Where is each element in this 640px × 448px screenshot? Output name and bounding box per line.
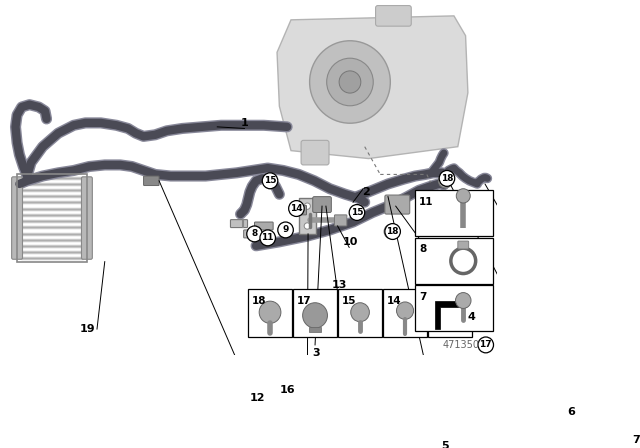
Circle shape [351, 303, 369, 322]
Text: 12: 12 [250, 393, 266, 403]
Text: 6: 6 [567, 407, 575, 417]
FancyBboxPatch shape [12, 177, 22, 259]
FancyBboxPatch shape [313, 197, 332, 212]
Text: 8: 8 [252, 229, 258, 238]
Circle shape [339, 71, 361, 93]
Text: 15: 15 [351, 208, 363, 217]
Circle shape [247, 226, 262, 242]
Text: 19: 19 [80, 324, 95, 334]
Text: 4: 4 [468, 312, 476, 322]
Circle shape [278, 222, 293, 238]
Circle shape [384, 224, 398, 239]
Text: 18: 18 [252, 296, 267, 306]
Circle shape [259, 301, 281, 323]
Circle shape [303, 303, 328, 328]
Text: 8: 8 [419, 244, 426, 254]
Text: 17: 17 [297, 296, 312, 306]
Circle shape [385, 224, 401, 240]
FancyBboxPatch shape [415, 285, 493, 332]
FancyBboxPatch shape [309, 327, 321, 332]
Polygon shape [435, 302, 465, 329]
FancyBboxPatch shape [230, 220, 248, 228]
FancyBboxPatch shape [248, 289, 292, 337]
Circle shape [262, 173, 278, 189]
Circle shape [264, 176, 276, 189]
Text: 18: 18 [387, 227, 399, 236]
Circle shape [439, 171, 455, 186]
Text: 9: 9 [282, 225, 289, 234]
Text: 11: 11 [262, 233, 274, 242]
Polygon shape [277, 16, 468, 159]
Text: 14: 14 [290, 204, 303, 213]
Text: 10: 10 [343, 237, 358, 247]
Text: 1: 1 [241, 118, 248, 128]
FancyBboxPatch shape [385, 195, 410, 214]
Text: 15: 15 [264, 176, 276, 185]
Circle shape [289, 201, 304, 216]
Circle shape [326, 58, 373, 106]
Text: 7: 7 [632, 435, 640, 445]
Text: 471350: 471350 [442, 340, 479, 350]
FancyBboxPatch shape [415, 238, 493, 284]
FancyBboxPatch shape [301, 140, 329, 165]
Circle shape [260, 230, 275, 246]
Circle shape [442, 177, 449, 185]
FancyBboxPatch shape [458, 241, 468, 249]
Text: 2: 2 [362, 187, 370, 197]
Text: 3: 3 [313, 348, 321, 358]
Circle shape [456, 189, 470, 203]
FancyBboxPatch shape [376, 5, 412, 26]
FancyBboxPatch shape [293, 289, 337, 337]
Circle shape [387, 228, 395, 236]
FancyBboxPatch shape [299, 198, 316, 234]
Circle shape [304, 223, 310, 229]
FancyBboxPatch shape [335, 215, 347, 226]
FancyBboxPatch shape [383, 289, 427, 337]
Circle shape [456, 293, 471, 308]
Circle shape [438, 174, 452, 188]
Text: 15: 15 [342, 296, 356, 306]
FancyBboxPatch shape [415, 190, 493, 236]
FancyBboxPatch shape [81, 177, 92, 259]
FancyBboxPatch shape [339, 289, 382, 337]
Circle shape [304, 203, 310, 209]
FancyBboxPatch shape [294, 205, 307, 215]
Text: 5: 5 [441, 441, 449, 448]
Circle shape [397, 302, 413, 319]
FancyBboxPatch shape [143, 176, 159, 185]
Circle shape [351, 208, 363, 220]
FancyBboxPatch shape [255, 222, 273, 230]
Circle shape [478, 337, 493, 353]
Text: 18: 18 [441, 174, 453, 183]
Text: 11: 11 [419, 197, 433, 207]
Text: 16: 16 [279, 385, 295, 395]
FancyBboxPatch shape [428, 289, 472, 337]
Circle shape [349, 205, 365, 220]
Text: 13: 13 [332, 280, 347, 290]
Text: 7: 7 [419, 292, 426, 302]
Circle shape [310, 41, 390, 123]
Text: 14: 14 [387, 296, 402, 306]
Text: 17: 17 [479, 340, 492, 349]
FancyBboxPatch shape [244, 230, 260, 238]
